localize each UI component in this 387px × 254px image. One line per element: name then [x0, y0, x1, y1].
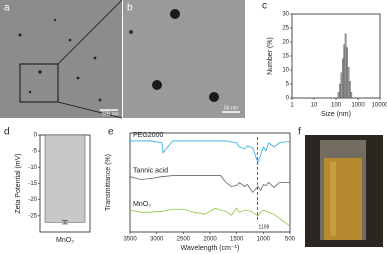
scale-bar-label: 50 nm — [224, 105, 238, 111]
scale-bar-label: 500 nm — [102, 111, 119, 117]
panel-label: b — [127, 3, 133, 14]
series-label: MnO₂ — [133, 201, 151, 208]
histogram-bar — [348, 81, 351, 99]
histogram-bar — [337, 92, 340, 99]
histogram-bar — [347, 67, 350, 99]
plot-frame — [291, 13, 381, 99]
y-axis-label: Zeta Potential (mV) — [15, 153, 22, 213]
x-tick-label: 10 — [311, 103, 318, 109]
x-tick-label: 2500 — [177, 237, 191, 243]
histogram-bar — [343, 44, 346, 99]
x-tick-label: 1000 — [257, 237, 271, 243]
x-tick-label: 2000 — [203, 237, 217, 243]
spectrum-line — [130, 140, 290, 164]
y-tick-label: 25 — [282, 26, 289, 32]
series-label: PEG2000 — [133, 132, 163, 139]
histogram-bar — [341, 58, 344, 99]
x-tick-label: 3000 — [150, 237, 164, 243]
error-bar — [62, 220, 68, 225]
plot-frame — [129, 132, 291, 233]
y-tick-label: 20 — [282, 40, 289, 46]
y-tick-label: 5 — [286, 82, 290, 88]
x-tick-label: 1000 — [351, 103, 365, 109]
x-tick-label: 3500 — [123, 237, 137, 243]
tem-image-b: b 50 nm — [123, 0, 245, 118]
histogram-bar — [340, 72, 343, 99]
x-tick-label: 1500 — [230, 237, 244, 243]
panel-label: d — [4, 127, 10, 138]
bar — [44, 134, 86, 223]
x-tick-label: 100 — [331, 103, 342, 109]
y-tick-label: 0 — [286, 96, 290, 102]
histogram-bar — [339, 83, 341, 99]
spectrum-line — [129, 175, 290, 194]
histogram-bar — [344, 33, 347, 99]
vial-photo: f — [298, 127, 383, 247]
x-axis-label: Size (nm) — [321, 111, 351, 118]
y-tick-label: -5 — [32, 149, 38, 155]
x-axis-label: Wavelength (cm⁻¹) — [181, 245, 240, 252]
panel-label: f — [298, 127, 301, 138]
spectrum-line — [129, 207, 291, 227]
x-tick-label: 500 — [285, 237, 296, 243]
histogram-bar — [346, 47, 348, 99]
x-tick-label: MnO₂ — [56, 237, 74, 244]
y-tick-label: -15 — [28, 181, 37, 187]
histogram-bar — [350, 92, 353, 99]
y-tick-label: 0 — [34, 133, 38, 139]
y-axis-label: Transmittance (%) — [105, 154, 112, 211]
panel-label: e — [108, 127, 114, 138]
y-tick-label: -25 — [28, 213, 37, 219]
y-tick-label: 15 — [282, 54, 289, 60]
y-axis-label: Number (%) — [267, 37, 274, 75]
panel-label: c — [262, 1, 267, 12]
x-tick-label: 1 — [290, 103, 294, 109]
x-tick-label: 10000 — [372, 103, 387, 109]
tem-image-a: a 500 nm — [0, 0, 123, 119]
reference-label: 1109 — [259, 224, 270, 230]
panel-label: a — [4, 3, 10, 14]
y-tick-label: 30 — [282, 12, 289, 18]
series-label: Tannic acid — [133, 167, 168, 174]
y-tick-label: 10 — [282, 68, 289, 74]
y-tick-label: -20 — [28, 197, 37, 203]
y-tick-label: -10 — [28, 165, 37, 171]
